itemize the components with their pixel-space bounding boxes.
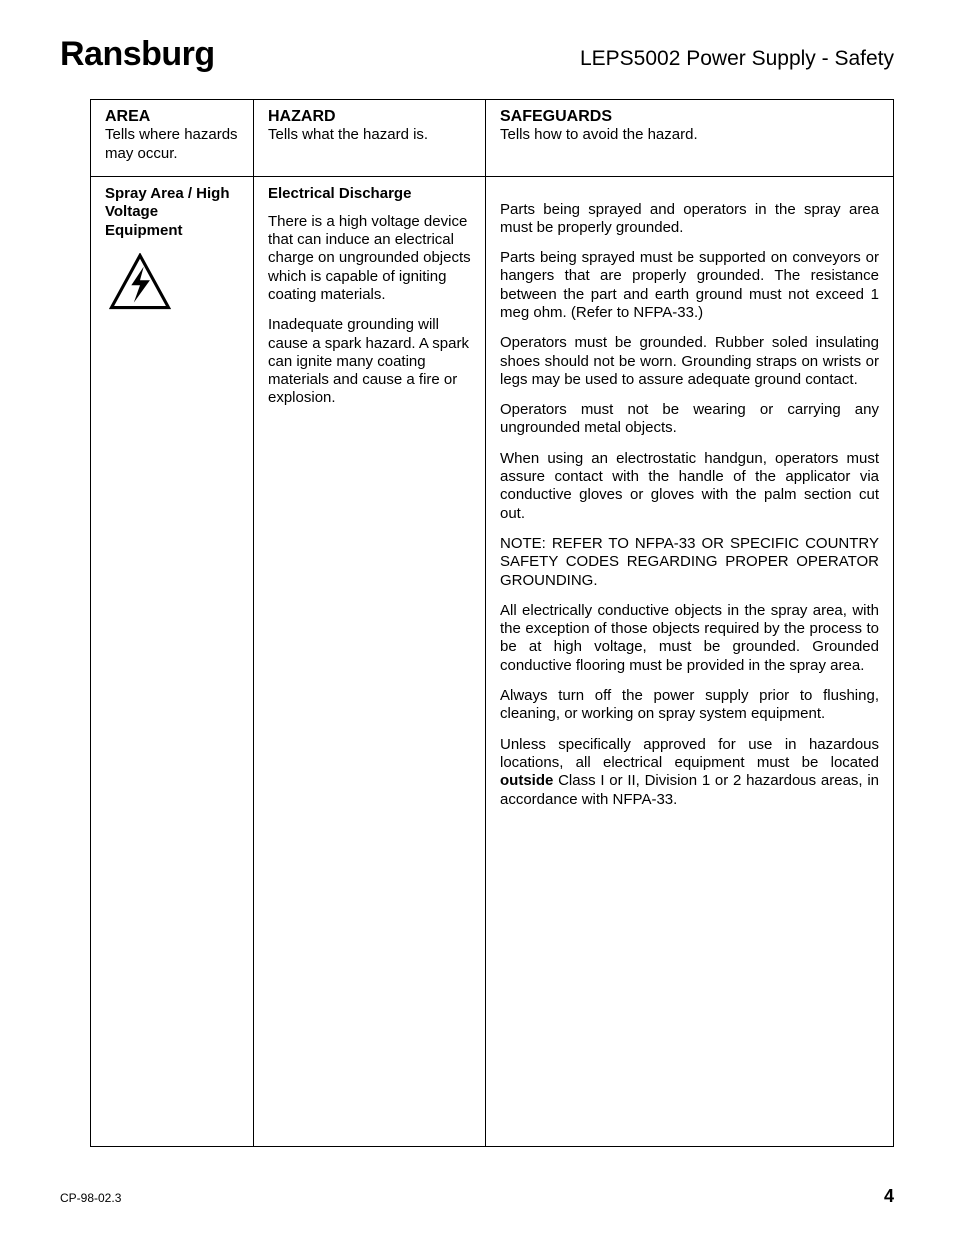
content-area: AREA Tells where hazards may occur. HAZA… — [0, 74, 954, 1147]
page-header: Ransburg LEPS5002 Power Supply - Safety — [0, 0, 954, 74]
col-title: AREA — [105, 108, 239, 126]
text: Class I or II, Division 1 or 2 hazardous… — [500, 772, 879, 807]
col-sub: Tells how to avoid the hazard. — [500, 126, 698, 143]
safeguard-paragraph: When using an electrostatic handgun, ope… — [500, 450, 879, 523]
table-header-row: AREA Tells where hazards may occur. HAZA… — [91, 100, 894, 177]
safeguard-paragraph: Always turn off the power supply prior t… — [500, 687, 879, 724]
brand-name: Ransburg — [60, 35, 215, 74]
safeguard-paragraph: All electrically conductive objects in t… — [500, 602, 879, 675]
col-header-area: AREA Tells where hazards may occur. — [91, 100, 254, 177]
col-sub: Tells where hazards may occur. — [105, 126, 238, 162]
document-title: LEPS5002 Power Supply - Safety — [580, 47, 894, 71]
high-voltage-icon — [109, 253, 239, 320]
page-footer: CP-98-02.3 4 — [60, 1186, 894, 1207]
safeguard-paragraph: Operators must be grounded. Rubber soled… — [500, 334, 879, 389]
col-title: HAZARD — [268, 108, 471, 126]
cell-area: Spray Area / High Voltage Equipment — [91, 176, 254, 1146]
col-sub: Tells what the hazard is. — [268, 126, 428, 143]
col-title: SAFEGUARDS — [500, 108, 879, 126]
area-title: Spray Area / High Voltage Equipment — [105, 185, 239, 241]
hazard-paragraph: Inadequate grounding will cause a spark … — [268, 316, 471, 407]
table-row: Spray Area / High Voltage Equipment Elec… — [91, 176, 894, 1146]
text-bold: outside — [500, 772, 553, 789]
safeguard-paragraph: Parts being sprayed must be supported on… — [500, 249, 879, 322]
text: Unless specifically approved for use in … — [500, 736, 879, 771]
footer-page-number: 4 — [884, 1186, 894, 1207]
cell-hazard: Electrical Discharge There is a high vol… — [254, 176, 486, 1146]
safeguard-paragraph: Unless specifically approved for use in … — [500, 736, 879, 809]
safety-table: AREA Tells where hazards may occur. HAZA… — [90, 99, 894, 1147]
safeguard-paragraph: NOTE: REFER TO NFPA-33 OR SPECIFIC COUNT… — [500, 535, 879, 590]
hazard-paragraph: There is a high voltage device that can … — [268, 213, 471, 304]
hazard-title: Electrical Discharge — [268, 185, 471, 203]
footer-doc-code: CP-98-02.3 — [60, 1191, 121, 1205]
cell-safeguards: Parts being sprayed and operators in the… — [486, 176, 894, 1146]
col-header-safeguards: SAFEGUARDS Tells how to avoid the hazard… — [486, 100, 894, 177]
safeguard-paragraph: Operators must not be wearing or carryin… — [500, 401, 879, 438]
col-header-hazard: HAZARD Tells what the hazard is. — [254, 100, 486, 177]
safeguard-paragraph: Parts being sprayed and operators in the… — [500, 201, 879, 238]
